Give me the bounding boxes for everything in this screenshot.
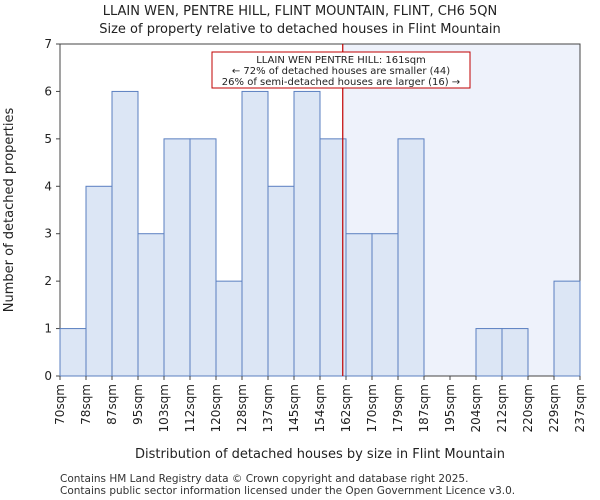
x-tick-label: 137sqm (261, 384, 275, 432)
histogram-bar (241, 90, 269, 377)
histogram-bar (59, 328, 87, 377)
histogram-bar (501, 328, 529, 377)
x-tick-label: 195sqm (443, 384, 457, 432)
y-tick-label: 1 (44, 322, 52, 336)
x-tick-label: 237sqm (573, 384, 587, 432)
histogram-bar (475, 328, 503, 377)
x-tick-label: 187sqm (417, 384, 431, 432)
histogram-bar (267, 185, 295, 377)
y-tick-label: 7 (44, 37, 52, 51)
x-tick-label: 212sqm (495, 384, 509, 432)
x-tick-label: 70sqm (53, 384, 67, 425)
x-tick-label: 154sqm (313, 384, 327, 432)
x-tick-label: 95sqm (131, 384, 145, 425)
y-tick-label: 2 (44, 274, 52, 288)
histogram-bar (85, 185, 113, 377)
histogram-bar (215, 280, 243, 377)
x-tick-label: 179sqm (391, 384, 405, 432)
x-tick-label: 220sqm (521, 384, 535, 432)
histogram-bar (319, 138, 347, 377)
y-tick-label: 6 (44, 84, 52, 98)
chart-title: LLAIN WEN, PENTRE HILL, FLINT MOUNTAIN, … (102, 4, 498, 19)
annotation-smaller: ← 72% of detached houses are smaller (44… (232, 66, 450, 77)
histogram-bar (345, 233, 373, 377)
histogram-bar (137, 233, 165, 377)
x-tick-label: 128sqm (235, 384, 249, 432)
x-tick-label: 145sqm (287, 384, 301, 432)
y-tick-label: 3 (44, 227, 52, 241)
x-tick-label: 78sqm (79, 384, 93, 425)
histogram-bar (189, 138, 217, 377)
annotation-larger: 26% of semi-detached houses are larger (… (222, 77, 460, 88)
y-tick-label: 4 (44, 179, 52, 193)
x-tick-label: 87sqm (105, 384, 119, 425)
histogram-bar (163, 138, 191, 377)
x-tick-label: 229sqm (547, 384, 561, 432)
x-tick-label: 204sqm (469, 384, 483, 432)
histogram-bar (397, 138, 425, 377)
histogram-bar (293, 90, 321, 377)
chart-subtitle: Size of property relative to detached ho… (99, 22, 501, 37)
y-axis-title: Number of detached properties (2, 108, 17, 313)
x-axis-title: Distribution of detached houses by size … (135, 447, 505, 462)
x-tick-label: 120sqm (209, 384, 223, 432)
annotation-title: LLAIN WEN PENTRE HILL: 161sqm (256, 55, 426, 66)
x-tick-label: 112sqm (183, 384, 197, 432)
histogram-bar (111, 90, 139, 377)
histogram-bar (553, 280, 581, 377)
x-tick-label: 103sqm (157, 384, 171, 432)
annotation-box (211, 51, 471, 89)
histogram-bar (371, 233, 399, 377)
x-tick-label: 162sqm (339, 384, 353, 432)
y-tick-label: 5 (44, 132, 52, 146)
footer-licence: Contains public sector information licen… (60, 485, 516, 497)
x-tick-label: 170sqm (365, 384, 379, 432)
footer-copyright: Contains HM Land Registry data © Crown c… (60, 473, 469, 485)
y-tick-label: 0 (44, 369, 52, 383)
